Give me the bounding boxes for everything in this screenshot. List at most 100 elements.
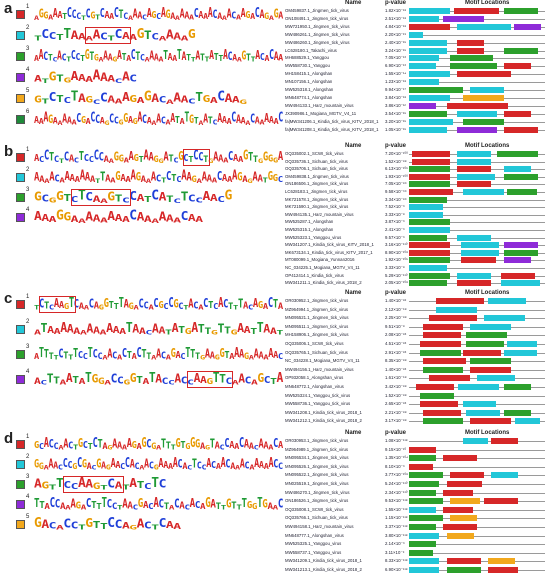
motif-location-bar xyxy=(409,31,423,38)
sequence-name: MK673134.1_Kindia_tick_virus_KITV_2017_1 xyxy=(285,249,373,255)
sequence-name: MN648774.1_Alongshan xyxy=(285,94,333,100)
p-value: 1.55×10⁻¹⁴ xyxy=(385,71,407,77)
motif-location-bar xyxy=(409,23,450,30)
p-value: 3.11×10⁻⁹ xyxy=(385,549,405,555)
motif-location-bar xyxy=(457,384,499,390)
motif-color-key xyxy=(16,350,25,359)
p-value: 3.20×10⁻¹⁵ xyxy=(385,118,407,124)
motif-location-track xyxy=(409,349,545,356)
table-row: JX390986.1_Mogiana_MGTV_V4_11 3.54×10⁻¹⁵ xyxy=(285,110,547,119)
sequence-name: JX390986.1_Mogiana_MGTV_V4_11 xyxy=(285,110,357,116)
motif-location-bar xyxy=(470,418,511,425)
sequence-name: OP932058.1_Alongshan_virus xyxy=(285,375,344,381)
sequence-name: MW494133.1_Harz_mountain_virus xyxy=(285,102,354,108)
motif-color-key xyxy=(16,10,25,19)
motif-sequence: GTCTCTAGCCAAAGAGACAAACTGACAAG xyxy=(34,89,247,106)
table-row: MW525287.1_Alongshan 3.87×10⁻⁹ xyxy=(285,219,547,227)
motif-location-track xyxy=(409,94,545,101)
table-row: MN648777.1_Alongshan_virus 3.80×10⁻¹¹⁸ xyxy=(285,532,547,541)
header-name: Name xyxy=(345,143,362,149)
table-row: NC_034225.1_Mogiana_MGTV_V4_11 3.33×10⁻⁸ xyxy=(285,265,547,273)
motif-location-track xyxy=(409,384,545,390)
motif-location-bar xyxy=(456,158,491,165)
panel-label: d xyxy=(4,430,14,447)
motif-color-key xyxy=(16,375,25,384)
sequence-name: MN095526.1_Jingmen_tick_virus xyxy=(285,463,349,469)
motif-color-key xyxy=(16,460,25,469)
panel-label: b xyxy=(4,143,14,160)
motif-location-track xyxy=(409,71,545,78)
motif-location-bar xyxy=(470,323,511,330)
motif-color-key xyxy=(16,153,25,162)
motif-location-bar xyxy=(443,506,473,513)
motif-location-bar xyxy=(409,455,437,462)
p-value: 1.35×10⁻¹⁰⁴ xyxy=(385,455,408,461)
table-row: MW494156.1_Harz_mountain_virus 1.40×10⁻⁸³ xyxy=(285,366,547,375)
motif-sequence: TCTCAAGTCAACAGGTTTAGACCACGCCGCTACACTCACT… xyxy=(34,295,283,312)
motif-location-track xyxy=(409,272,545,279)
table-row: MW494158.1_Harz_mountain_virus 3.37×10⁻¹¹… xyxy=(285,524,547,532)
motif-sequence: ATAAAAAAAAAAAATAACAATATGATTGTTGAATTAAT xyxy=(34,320,283,337)
panel-c: c Name p-value Motif Locations 1 TCTCAAGTCAAC… xyxy=(0,290,550,430)
motif-location-bar xyxy=(506,341,537,347)
motif-location-bar xyxy=(501,272,536,279)
motif-location-bar xyxy=(456,71,511,78)
motif-location-bar xyxy=(409,15,439,22)
motif-location-bar xyxy=(409,8,450,14)
table-row: fa|MW341208.1_Kindia_tick_virus_KITV_201… xyxy=(285,126,547,135)
table-row: OP412414.1_Kindia_tick_virus 5.29×10⁻¹¹⁰ xyxy=(285,272,547,281)
sequence-name: MN025519.1_Jingmen_tick_virus xyxy=(285,481,349,486)
sequence-name: MW558730.1_Yanggou xyxy=(285,63,330,69)
table-row: OQ335706.1_Sichuan_tick_virus 6.13×10⁻¹⁰⁶ xyxy=(285,166,547,174)
sequence-name: MZ964994.1_Jingmen_tick_virus xyxy=(285,306,349,312)
sequence-name: OQ335706.1_Sichuan_tick_virus xyxy=(285,166,348,172)
motif-color-key xyxy=(16,440,25,449)
sequence-name: MN648777.1_Alongshan_virus xyxy=(285,532,344,538)
p-value: 2.12×10⁻⁶⁸ xyxy=(385,306,407,312)
motif-location-bar xyxy=(436,306,477,313)
motif-sequence: ACTTAATATGGACCGGTATACCACCAAGTTCAACAGCTA xyxy=(34,370,283,387)
motif-location-track xyxy=(409,189,545,195)
motif-color-key xyxy=(16,115,25,124)
motif-number: 2 xyxy=(26,319,30,325)
motif-location-bar xyxy=(477,375,516,382)
sequence-name: MT080099.1_Mogiana_Yunnan2016 xyxy=(285,257,355,263)
motif-sequence: AAAGGAAAAAAAACAAAAAACAA xyxy=(34,208,203,225)
motif-sequence: TCCTTAAAACTCAAGTCAAAAG xyxy=(34,26,196,43)
motif-number: 4 xyxy=(26,207,30,213)
p-value: 1.40×10⁻⁸² xyxy=(385,298,407,303)
motif-location-bar xyxy=(456,280,491,287)
table-row: OR030952.1_Jingmen_tick_virus 1.40×10⁻⁸² xyxy=(285,298,547,306)
motif-location-bar xyxy=(449,63,498,70)
table-row: MN095522.1_Jingmen_tick_virus 3.77×10⁻¹⁰⁸ xyxy=(285,472,547,480)
motif-sequence: AGGAAATCCCTCGTCAACTCAAACAGCAGAAAAACAAACA… xyxy=(34,5,283,22)
sequence-name: MW341212.1_Kindia_tick_virus_2018_2 xyxy=(285,418,362,424)
sequence-name: MH158415.1_Alongshan xyxy=(285,71,333,77)
motif-location-bar xyxy=(422,409,461,416)
motif-logo: 1 ACCTCTCACTCCCCAAGGAAGTAAGGATCGCTCCTGAAA… xyxy=(16,147,284,169)
motif-location-bar xyxy=(409,189,453,195)
table-row: MN095511.1_Jingmen_tick_virus 9.51×10⁻⁸ xyxy=(285,323,547,332)
motif-location-bar xyxy=(453,8,499,14)
motif-location-bar xyxy=(447,567,482,573)
p-value: 4.84×10⁻¹⁸ xyxy=(385,23,407,29)
motif-location-bar xyxy=(506,189,537,195)
header-pvalue: p-value xyxy=(385,290,407,296)
motif-number: 3 xyxy=(26,187,30,193)
motif-location-bar xyxy=(447,102,509,109)
motif-highlight-box xyxy=(38,296,76,313)
p-value: 9.57×10⁻⁹ xyxy=(385,234,405,240)
motif-location-bar xyxy=(436,298,484,304)
motif-sequence: ATTTTCTTTCCTCCAACACTACTTAACAGACTTTGAAGGT… xyxy=(34,345,283,362)
motif-location-bar xyxy=(429,315,477,322)
motif-location-bar xyxy=(487,298,526,304)
motif-location-bar xyxy=(497,151,539,157)
motif-location-bar xyxy=(409,94,450,101)
motif-sequence: ATGTGAAAAAACAC xyxy=(34,68,137,85)
sequence-name: MW341209.1_Kindia_tick_virus_2018_1 xyxy=(285,558,362,564)
motif-location-track xyxy=(409,298,545,304)
motif-location-track xyxy=(409,463,545,470)
p-value: 4.51×10⁻⁸³ xyxy=(385,341,407,346)
motif-number: 1 xyxy=(26,434,30,440)
motif-location-track xyxy=(409,558,545,565)
